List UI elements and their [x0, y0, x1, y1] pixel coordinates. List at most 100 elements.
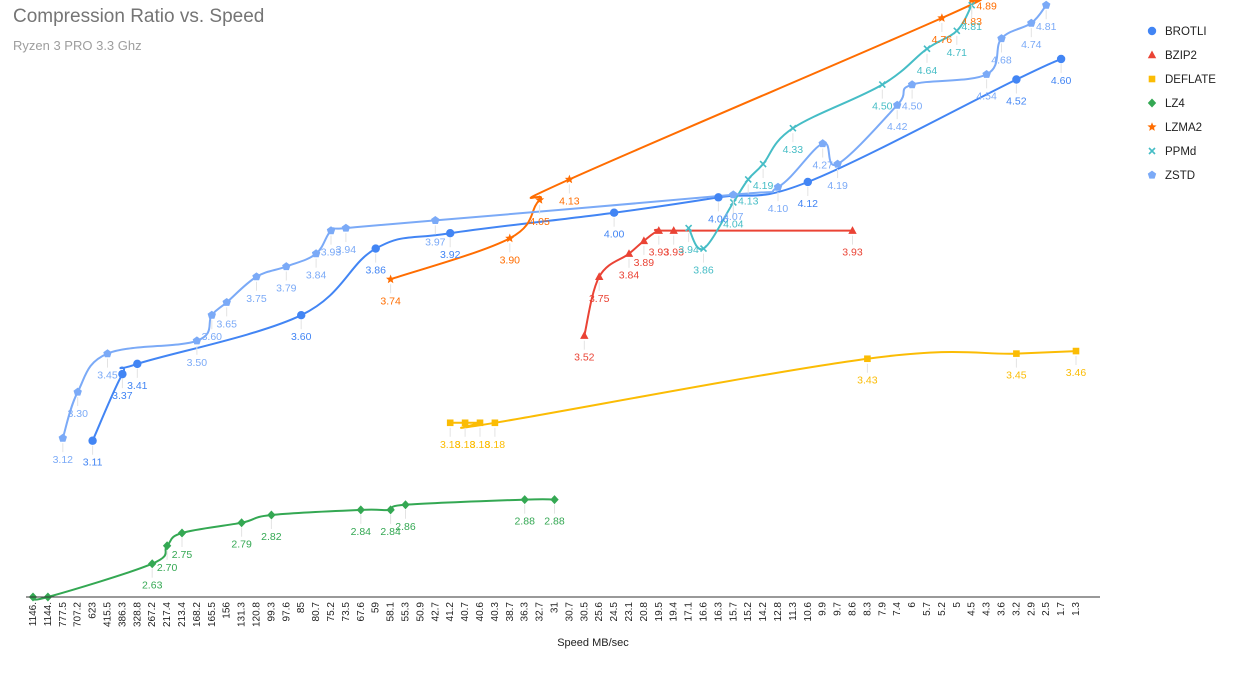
series-markers: [28, 0, 1080, 602]
point-deflate-2: [476, 419, 484, 427]
point-brotli-3: [297, 310, 306, 320]
data-label-zstd-13: 4.10: [768, 203, 789, 215]
point-lz4-10: [520, 495, 529, 505]
data-label-lz4-6: 2.82: [261, 531, 282, 543]
point-ppmd-1: [699, 245, 708, 253]
point-deflate-3: [491, 419, 499, 427]
x-tick-label: 131.3: [237, 602, 248, 627]
data-label-deflate-5: 3.45: [1006, 370, 1027, 382]
x-tick-label: 3.2: [1011, 602, 1022, 616]
x-tick-label: 5.2: [937, 602, 948, 616]
series-line-lz4: [32, 498, 555, 601]
x-tick-label: 40.6: [475, 602, 486, 622]
data-label-lz4-2: 2.63: [142, 580, 163, 592]
point-bzip2-2: [624, 249, 634, 257]
point-ppmd-3: [744, 175, 752, 183]
legend-label-zstd: ZSTD: [1165, 170, 1195, 182]
x-tick-label: 777.5: [58, 602, 69, 627]
x-tick-label: 32.7: [535, 602, 546, 622]
point-lz4-5: [237, 518, 246, 528]
point-zstd-14: [818, 139, 827, 148]
x-tick-label: 99.3: [266, 602, 277, 622]
x-tick-label: 19.4: [669, 602, 680, 622]
data-label-lz4-5: 2.79: [231, 539, 252, 551]
x-tick-label: 67.6: [356, 602, 367, 622]
point-brotli-0: [88, 436, 97, 445]
legend-label-lz4: LZ4: [1165, 98, 1185, 110]
data-label-zstd-15: 4.19: [827, 180, 848, 192]
data-label-lz4-3: 2.70: [157, 562, 178, 574]
point-lzma2-1: [505, 233, 515, 243]
data-label-brotli-3: 3.60: [291, 331, 312, 343]
x-tick-label: 20.8: [639, 602, 650, 622]
data-label-deflate-0: 3.18: [440, 439, 461, 451]
data-label-zstd-2: 3.45: [97, 370, 118, 382]
x-tick-label: 328.8: [132, 602, 143, 627]
point-ppmd-7: [923, 45, 931, 53]
point-deflate-0: [446, 419, 454, 427]
point-lz4-7: [356, 505, 365, 515]
x-tick-label: 8.3: [862, 602, 873, 616]
x-tick-label: 38.7: [505, 602, 516, 622]
data-label-zstd-4: 3.60: [202, 331, 223, 343]
data-label-zstd-17: 4.50: [902, 101, 923, 113]
x-tick-label: 41.2: [445, 602, 456, 622]
x-tick-label: 9.9: [818, 602, 829, 616]
chart-subtitle: Ryzen 3 PRO 3.3 Ghz: [13, 38, 142, 53]
data-label-zstd-5: 3.65: [216, 318, 237, 330]
point-zstd-16: [893, 100, 902, 109]
point-zstd-0: [58, 433, 67, 442]
x-tick-label: 120.8: [252, 602, 263, 627]
data-label-zstd-6: 3.75: [246, 293, 267, 305]
point-zstd-6: [252, 272, 261, 281]
series-line-bzip2: [583, 228, 853, 336]
data-label-zstd-0: 3.12: [53, 454, 74, 466]
data-label-lzma2-5: 4.83: [961, 16, 982, 28]
point-brotli-9: [1012, 75, 1021, 84]
x-tick-label: 80.7: [311, 602, 322, 622]
x-tick-label: 59: [371, 602, 382, 614]
x-tick-label: 40.3: [490, 602, 501, 622]
data-label-lz4-9: 2.86: [395, 521, 416, 533]
data-label-zstd-18: 4.54: [976, 90, 997, 102]
data-label-zstd-12: 4.07: [723, 211, 744, 223]
data-label-deflate-4: 3.43: [857, 375, 878, 387]
point-deflate-4: [864, 355, 871, 363]
legend-swatch-deflate: [1148, 75, 1156, 83]
data-label-lzma2-2: 4.05: [529, 216, 550, 228]
point-bzip2-0: [580, 331, 589, 339]
x-tick-label: 16.3: [713, 602, 724, 622]
x-tick-label: 16.6: [699, 602, 710, 622]
point-ppmd-6: [878, 81, 886, 89]
x-tick-label: 267.2: [147, 602, 158, 627]
point-lzma2-4: [937, 13, 947, 22]
x-tick-label: 42.7: [430, 602, 441, 622]
point-zstd-17: [907, 80, 917, 89]
x-tick-label: 1144.: [43, 602, 54, 626]
x-tick-label: 386.3: [117, 602, 128, 627]
data-label-brotli-10: 4.60: [1051, 75, 1072, 87]
point-deflate-1: [461, 419, 469, 427]
legend-swatch-bzip2: [1147, 50, 1157, 59]
x-tick-label: 97.6: [281, 602, 292, 622]
data-label-brotli-6: 4.00: [604, 229, 625, 241]
data-label-lzma2-0: 3.74: [380, 295, 401, 307]
point-ppmd-8: [953, 27, 961, 35]
point-lz4-6: [267, 510, 276, 520]
data-label-deflate-2: 3.18: [470, 439, 491, 451]
point-bzip2-1: [595, 272, 604, 280]
x-tick-label: 73.5: [341, 602, 352, 622]
x-tick-label: 36.3: [520, 602, 531, 622]
x-tick-label: 1.3: [1071, 602, 1082, 616]
x-tick-label: 55.3: [401, 602, 412, 622]
legend-label-deflate: DEFLATE: [1165, 74, 1216, 86]
point-brotli-1: [118, 369, 127, 379]
point-brotli-2: [133, 359, 142, 369]
data-label-zstd-10: 3.94: [336, 244, 357, 256]
point-bzip2-4: [654, 226, 663, 234]
x-tick-label: 2.9: [1026, 602, 1037, 616]
x-tick-label: 7.9: [877, 602, 888, 616]
x-tick-label: 30.5: [579, 602, 590, 622]
x-tick-label: 2.5: [1041, 602, 1052, 616]
data-label-ppmd-3: 4.13: [738, 195, 759, 207]
